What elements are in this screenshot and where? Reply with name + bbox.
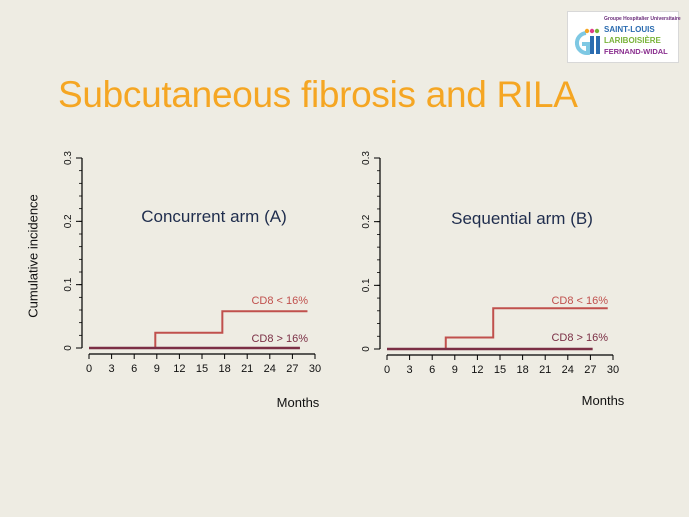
chart2-x-tick-label: 18 <box>516 364 528 376</box>
logo-group-text: Groupe Hospitalier Universitaire <box>604 16 681 22</box>
chart1-x-tick-label: 27 <box>286 363 298 375</box>
chart1-x-tick-label: 18 <box>218 363 230 375</box>
chart1-x-tick-label: 0 <box>86 363 92 375</box>
chart2-x-tick-label: 3 <box>407 364 413 376</box>
slide-title: Subcutaneous fibrosis and RILA <box>58 74 578 115</box>
chart1-y-tick-label: 0.1 <box>63 277 74 291</box>
chart1-title: Concurrent arm (A) <box>141 207 286 226</box>
gh-logo-icon <box>575 28 600 56</box>
chart2-x-tick-label: 24 <box>562 364 574 376</box>
logo-line-3: FERNAND-WIDAL <box>604 47 668 56</box>
chart2-y-tick-label: 0.2 <box>361 214 372 228</box>
chart2-x-tick-label: 21 <box>539 364 551 376</box>
chart1-x-tick-label: 30 <box>309 363 321 375</box>
chart2-x-tick-label: 15 <box>494 364 506 376</box>
chart1-x-tick-label: 6 <box>131 363 137 375</box>
chart1-x-tick-label: 15 <box>196 363 208 375</box>
chart2-x-tick-label: 27 <box>584 364 596 376</box>
chart1-x-tick-label: 21 <box>241 363 253 375</box>
logo-line-2: LARIBOISIÈRE <box>604 36 661 45</box>
chart1-x-tick-label: 12 <box>173 363 185 375</box>
chart2-title: Sequential arm (B) <box>451 209 593 228</box>
chart1-label-cd8-low: CD8 < 16% <box>251 295 308 307</box>
chart2-label-cd8-high: CD8 > 16% <box>551 332 608 344</box>
chart1-y-tick-label: 0.2 <box>63 214 74 228</box>
chart1-x-axis-label: Months <box>277 395 320 410</box>
chart2-x-tick-label: 0 <box>384 364 390 376</box>
chart2-x-tick-label: 6 <box>429 364 435 376</box>
chart2-x-tick-label: 9 <box>452 364 458 376</box>
chart1-x-tick-label: 9 <box>154 363 160 375</box>
chart2-label-cd8-low: CD8 < 16% <box>551 295 608 307</box>
chart1-y-tick-label: 0 <box>63 345 74 351</box>
chart2-x-tick-label: 12 <box>471 364 483 376</box>
chart2-x-axis-label: Months <box>582 393 625 408</box>
chart1-x-tick-label: 3 <box>109 363 115 375</box>
chart1-label-cd8-high: CD8 > 16% <box>251 333 308 345</box>
chart2-x-tick-label: 30 <box>607 364 619 376</box>
chart2-y-tick-label: 0 <box>361 346 372 352</box>
logo-line-1: SAINT-LOUIS <box>604 25 655 34</box>
chart2-y-tick-label: 0.1 <box>361 278 372 292</box>
chart2-y-tick-label: 0.3 <box>361 151 372 165</box>
chart1-x-tick-label: 24 <box>264 363 276 375</box>
chart1-y-tick-label: 0.3 <box>63 151 74 165</box>
hospital-logo: Groupe Hospitalier Universitaire SAINT-L… <box>567 11 681 63</box>
